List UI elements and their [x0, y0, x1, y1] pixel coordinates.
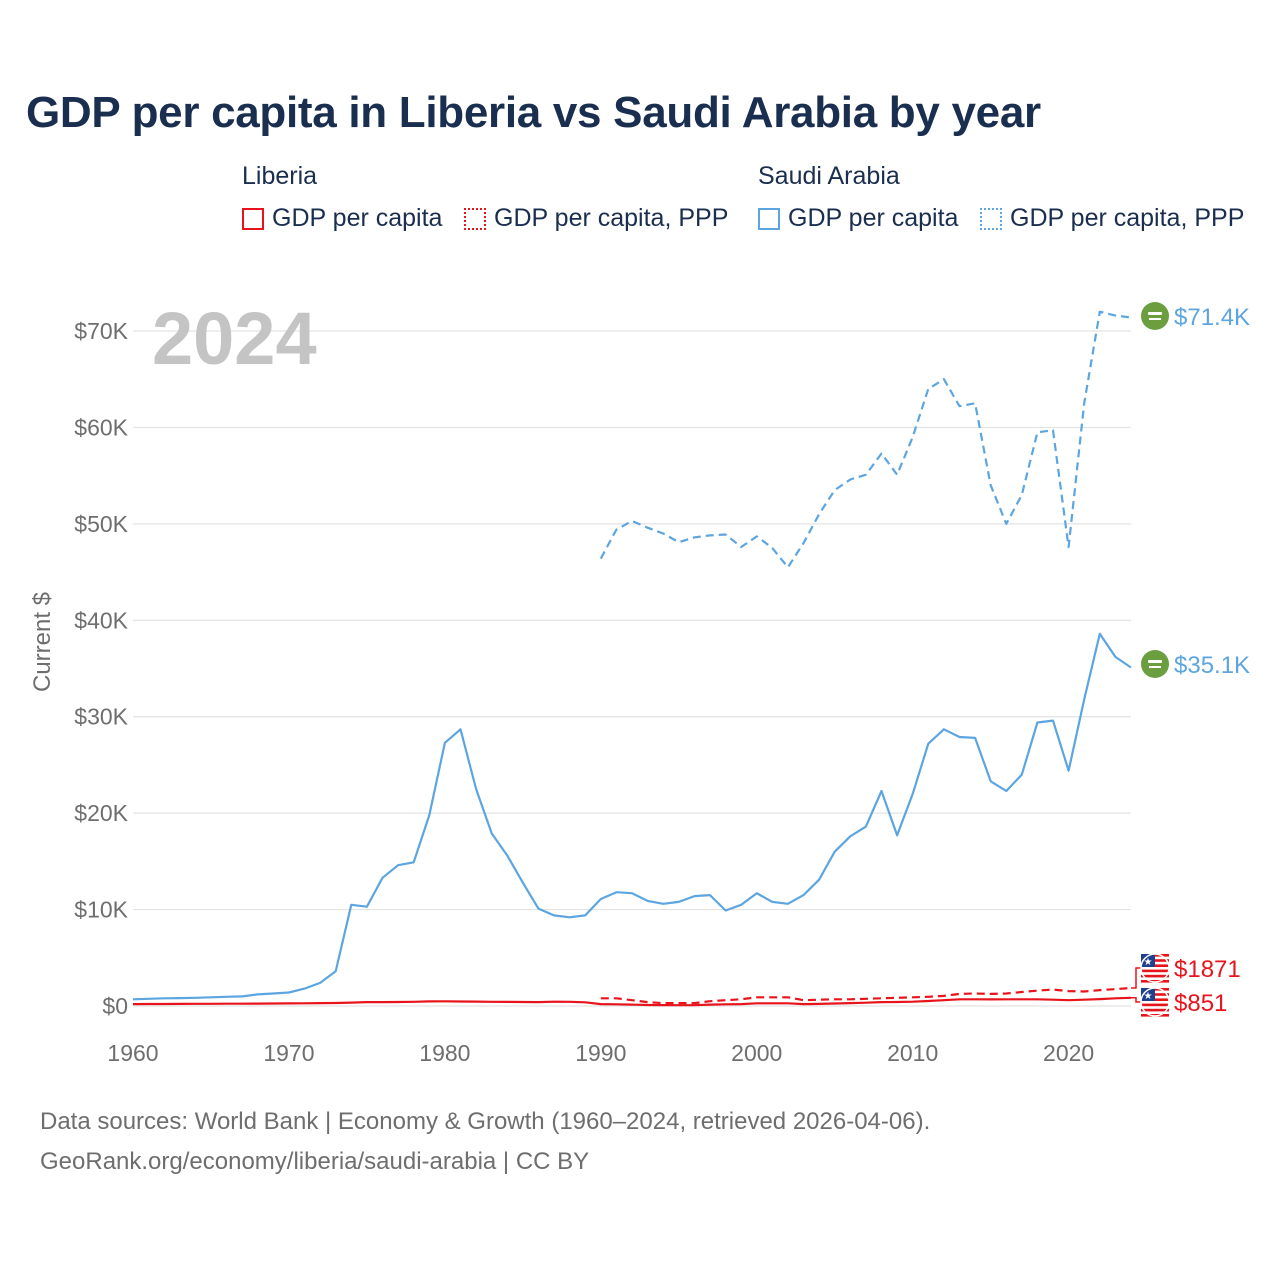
legend-label: GDP per capita [272, 204, 443, 232]
liberia-flag-icon: ★ [1140, 987, 1170, 1017]
liberia-flag-icon: ★ [1140, 953, 1170, 983]
legend-swatch-saudi-dotted [980, 207, 1002, 230]
svg-text:★: ★ [1144, 991, 1153, 1002]
series-line-saudi-dashed [599, 310, 1132, 569]
svg-text:★: ★ [1144, 957, 1153, 968]
saudi-flag-icon [1141, 302, 1169, 330]
end-value-label: $35.1K [1174, 652, 1250, 679]
y-tick-label: $10K [74, 897, 128, 923]
legend-liberia-title: Liberia [242, 162, 318, 190]
y-axis-ticks: $0 $10K $20K $30K $40K $50K $60K $70K [74, 318, 128, 1019]
x-tick-label: 2010 [887, 1040, 938, 1066]
gridlines [133, 330, 1131, 1007]
current-year-display: 2024 [152, 297, 317, 380]
end-value-label: $1871 [1174, 956, 1241, 983]
legend-swatch-liberia-dotted [464, 207, 486, 230]
x-tick-label: 1960 [107, 1040, 158, 1066]
end-label-connector [1131, 967, 1141, 989]
legend-swatch-liberia-solid [242, 207, 264, 230]
legend-label: GDP per capita [788, 204, 959, 232]
x-tick-label: 2020 [1043, 1040, 1094, 1066]
legend-saudi-gdp-ppp[interactable]: GDP per capita, PPP [980, 204, 1244, 233]
series-end-labels: $71.4K $35.1K ★ $1871 ★ $851 [1131, 302, 1250, 1017]
series-lines [132, 310, 1132, 1007]
legend-swatch-saudi-solid [758, 207, 780, 230]
y-tick-label: $20K [74, 800, 128, 826]
y-tick-label: $50K [74, 511, 128, 537]
x-tick-label: 1970 [263, 1040, 314, 1066]
footer-sources: Data sources: World Bank | Economy & Gro… [40, 1108, 931, 1135]
series-line-liberia-dashed [600, 986, 1132, 1005]
y-tick-label: $40K [74, 607, 128, 633]
legend-saudi-gdp[interactable]: GDP per capita [758, 204, 958, 233]
legend-saudi-title: Saudi Arabia [758, 162, 900, 190]
y-tick-label: $70K [74, 318, 128, 344]
y-tick-label: $60K [74, 414, 128, 440]
end-value-label: $71.4K [1174, 304, 1250, 331]
y-tick-label: $30K [74, 704, 128, 730]
legend-label: GDP per capita, PPP [494, 204, 729, 232]
x-tick-label: 1980 [419, 1040, 470, 1066]
chart-title: GDP per capita in Liberia vs Saudi Arabi… [26, 88, 1041, 137]
x-axis-ticks: 1960 1970 1980 1990 2000 2010 2020 [107, 1040, 1094, 1066]
y-tick-label: $0 [102, 993, 128, 1019]
footer-credit: GeoRank.org/economy/liberia/saudi-arabia… [40, 1148, 590, 1175]
legend-liberia-gdp-ppp[interactable]: GDP per capita, PPP [464, 204, 728, 233]
x-tick-label: 2000 [731, 1040, 782, 1066]
legend-label: GDP per capita, PPP [1010, 204, 1245, 232]
saudi-flag-icon [1141, 650, 1169, 678]
series-line-saudi-solid [132, 632, 1132, 1001]
legend-liberia-gdp[interactable]: GDP per capita [242, 204, 442, 233]
end-label-connector [1131, 997, 1141, 1003]
series-line-liberia-solid [132, 996, 1132, 1007]
x-tick-label: 1990 [575, 1040, 626, 1066]
y-axis-label: Current $ [29, 592, 56, 692]
end-value-label: $851 [1174, 990, 1227, 1017]
